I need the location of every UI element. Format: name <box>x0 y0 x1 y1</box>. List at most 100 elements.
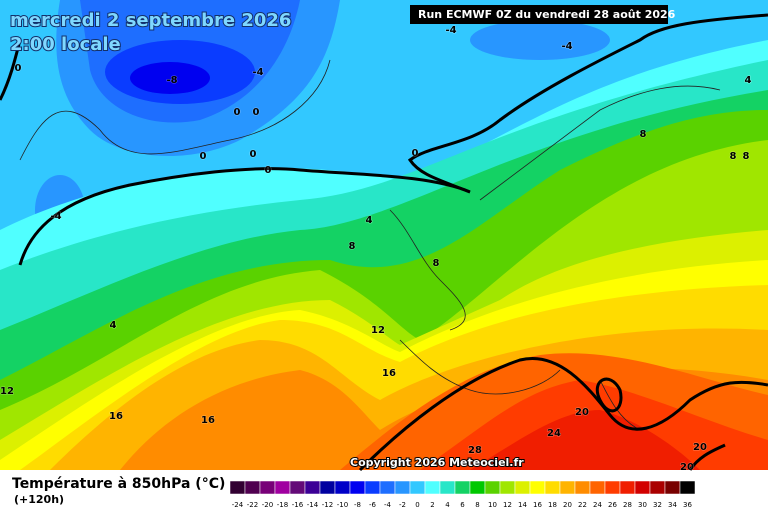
scale-swatch <box>334 480 351 495</box>
contour-label: -4 <box>445 25 456 36</box>
scale-swatch <box>619 480 636 495</box>
scale-swatch <box>274 480 291 495</box>
contour-label: 8 <box>433 258 440 269</box>
scale-swatch <box>379 480 396 495</box>
scale-label: 2 <box>430 501 434 509</box>
contour-label: 0 <box>265 165 272 176</box>
scale-label: 34 <box>668 501 677 509</box>
contour-label: -8 <box>166 75 177 86</box>
scale-swatch <box>484 480 501 495</box>
scale-label: 4 <box>445 501 450 509</box>
run-box <box>410 5 668 24</box>
scale-swatch <box>664 480 681 495</box>
forecast-time: 2:00 locale <box>10 34 121 55</box>
scale-label: 22 <box>578 501 587 509</box>
scale-label: 8 <box>475 501 479 509</box>
scale-swatch <box>244 480 261 495</box>
contour-label: 0 <box>234 107 241 118</box>
contour-label: 8 <box>730 151 737 162</box>
scale-swatch <box>514 480 531 495</box>
scale-swatch <box>349 480 366 495</box>
scale-label: -20 <box>262 501 273 509</box>
scale-label: 6 <box>460 501 465 509</box>
scale-label: -8 <box>354 501 361 509</box>
color-scale: -24 -22 -20 -18 -16 -14 -12 -10 -8 -6 -4 -2 0 2 4 6 8 10 1… <box>229 480 696 509</box>
scale-swatch <box>649 480 666 495</box>
scale-swatch <box>574 480 591 495</box>
scale-swatch <box>679 480 696 495</box>
scale-label: 30 <box>638 501 647 509</box>
scale-label: -14 <box>307 501 319 509</box>
scale-swatch <box>289 480 306 495</box>
contour-label: 24 <box>547 428 561 439</box>
scale-swatch <box>304 480 321 495</box>
contour-label: 0 <box>250 149 257 160</box>
contour-label: 12 <box>371 325 385 336</box>
contour-label: 8 <box>640 129 647 140</box>
scale-swatch <box>559 480 576 495</box>
contour-label: 8 <box>743 151 750 162</box>
scale-swatch <box>364 480 381 495</box>
contour-label: 20 <box>680 462 694 473</box>
contour-label: 8 <box>349 241 356 252</box>
scale-label: -10 <box>337 501 348 509</box>
scale-swatch <box>604 480 621 495</box>
contour-label: 16 <box>109 411 123 422</box>
scale-label: -6 <box>369 501 377 509</box>
scale-label: -24 <box>232 501 244 509</box>
contour-label: 28 <box>468 445 482 456</box>
forecast-date: mercredi 2 septembre 2026 <box>10 10 291 31</box>
scale-swatch <box>544 480 561 495</box>
contour-label: 12 <box>0 386 14 397</box>
contour-label: 4 <box>110 320 117 331</box>
scale-swatch <box>259 480 276 495</box>
temperature-field <box>0 0 768 470</box>
scale-label: 20 <box>563 501 572 509</box>
scale-label: -18 <box>277 501 288 509</box>
contour-label: 4 <box>745 75 752 86</box>
contour-label: -4 <box>252 67 263 78</box>
scale-swatch <box>589 480 606 495</box>
coastlines <box>19 59 721 431</box>
scale-label: 10 <box>488 501 497 509</box>
scale-swatch <box>409 480 426 495</box>
scale-label: -16 <box>292 501 304 509</box>
scale-label: -12 <box>322 501 333 509</box>
scale-label: 18 <box>548 501 557 509</box>
scale-label: 36 <box>683 501 692 509</box>
scale-swatch <box>394 480 411 495</box>
contour-label: 0 <box>253 107 260 118</box>
contour-label: 0 <box>15 63 22 74</box>
scale-swatch <box>454 480 471 495</box>
contour-label: 16 <box>201 415 215 426</box>
scale-swatch <box>424 480 441 495</box>
copyright: Copyright 2026 Meteociel.fr <box>350 456 524 469</box>
scale-swatch <box>499 480 516 495</box>
scale-label: -22 <box>247 501 258 509</box>
contour-label: 0 <box>200 151 207 162</box>
scale-label: 14 <box>518 501 527 509</box>
contour-label: 20 <box>575 407 589 418</box>
lead-time: (+120h) <box>14 493 64 506</box>
scale-label: 12 <box>503 501 512 509</box>
scale-swatch <box>469 480 486 495</box>
scale-label: -4 <box>384 501 392 509</box>
contour-label: 20 <box>693 442 707 453</box>
legend-title: Température à 850hPa (°C) <box>12 476 225 492</box>
scale-swatch <box>229 480 246 495</box>
scale-label: 0 <box>415 501 419 509</box>
contour-label: 16 <box>382 368 396 379</box>
scale-label: 24 <box>593 501 602 509</box>
contour-label: -4 <box>50 211 61 222</box>
scale-label: -2 <box>399 501 406 509</box>
run-info: Run ECMWF 0Z du vendredi 28 août 2026 <box>418 8 676 21</box>
scale-label: 32 <box>653 501 662 509</box>
scale-label: 26 <box>608 501 617 509</box>
contour-label: 0 <box>412 148 419 159</box>
scale-label: 28 <box>623 501 632 509</box>
isotherm-lines <box>0 13 768 472</box>
contour-label: 4 <box>366 215 373 226</box>
scale-swatch <box>319 480 336 495</box>
